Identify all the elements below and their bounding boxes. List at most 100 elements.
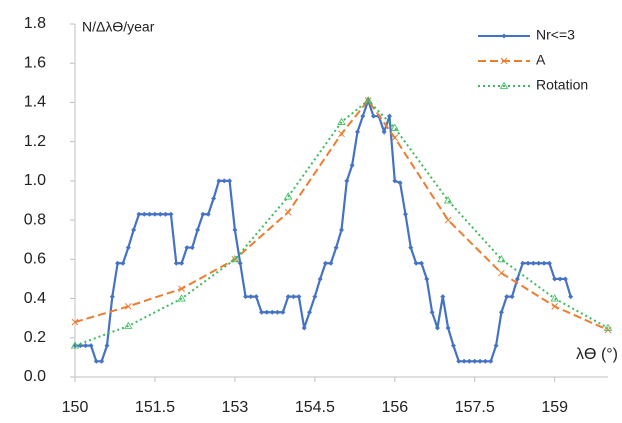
marker — [541, 260, 547, 266]
marker — [424, 276, 430, 282]
marker — [323, 260, 329, 266]
marker — [259, 309, 265, 315]
y-tick-label: 0.4 — [24, 290, 46, 307]
marker — [429, 309, 435, 315]
marker — [444, 216, 452, 224]
marker — [141, 211, 147, 217]
marker — [408, 245, 414, 251]
marker — [445, 325, 451, 331]
x-tick-label: 159 — [541, 399, 568, 416]
marker — [530, 260, 536, 266]
marker — [284, 192, 293, 200]
marker — [152, 211, 158, 217]
marker — [550, 294, 559, 302]
x-tick-label: 157.5 — [455, 399, 495, 416]
marker — [120, 260, 126, 266]
y-tick-label: 1.6 — [24, 54, 46, 71]
x-tick-label: 150 — [62, 399, 89, 416]
marker — [291, 294, 297, 300]
marker — [227, 178, 233, 184]
marker — [557, 276, 563, 282]
marker — [391, 134, 399, 142]
marker — [307, 309, 313, 315]
marker — [344, 178, 350, 184]
x-tick-label: 153 — [222, 399, 249, 416]
y-tick-label: 0.0 — [24, 368, 46, 385]
marker — [504, 294, 510, 300]
marker — [248, 294, 254, 300]
marker — [200, 211, 206, 217]
y-tick-label: 1.8 — [24, 15, 46, 32]
marker — [333, 245, 339, 251]
legend-marker — [500, 57, 508, 65]
marker — [253, 294, 259, 300]
marker — [70, 341, 80, 349]
marker — [390, 123, 399, 131]
marker — [498, 309, 504, 315]
legend-marker — [499, 81, 509, 89]
legend-label: Nr<=3 — [536, 27, 575, 43]
marker — [363, 96, 373, 104]
marker — [370, 113, 376, 119]
marker — [349, 162, 355, 168]
marker — [179, 260, 185, 266]
legend-label: A — [536, 52, 546, 68]
marker — [551, 303, 559, 310]
marker — [269, 309, 275, 315]
y-tick-label: 0.2 — [24, 329, 46, 346]
marker — [525, 260, 531, 266]
marker — [232, 227, 238, 233]
marker — [93, 358, 99, 364]
marker — [440, 294, 446, 300]
marker — [520, 260, 526, 266]
marker — [168, 211, 174, 217]
marker — [312, 294, 318, 300]
marker — [413, 260, 419, 266]
marker — [456, 358, 462, 364]
marker — [284, 208, 292, 216]
marker — [178, 285, 185, 293]
marker — [328, 260, 334, 266]
marker — [434, 325, 440, 331]
marker — [104, 343, 110, 349]
y-tick-label: 0.6 — [24, 251, 46, 268]
marker — [461, 358, 467, 364]
marker — [221, 178, 227, 184]
y-axis-label: N/Δλϴ/year — [82, 19, 155, 35]
marker — [109, 294, 115, 300]
marker — [237, 260, 243, 266]
marker — [498, 269, 505, 277]
marker — [546, 260, 552, 266]
marker — [136, 211, 142, 217]
marker — [562, 276, 568, 282]
marker — [115, 260, 121, 266]
marker — [482, 358, 488, 364]
y-tick-label: 1.2 — [24, 133, 46, 150]
marker — [392, 178, 398, 184]
marker — [552, 276, 558, 282]
marker — [339, 227, 344, 233]
marker — [77, 343, 83, 349]
marker — [509, 294, 515, 300]
marker — [177, 294, 186, 302]
marker — [195, 227, 201, 233]
marker — [230, 255, 240, 263]
marker — [317, 276, 323, 282]
marker — [124, 321, 133, 329]
marker — [443, 196, 453, 204]
marker — [285, 294, 291, 300]
marker — [71, 318, 79, 326]
y-tick-label: 0.8 — [24, 211, 46, 228]
marker — [173, 260, 179, 266]
marker — [338, 130, 345, 138]
marker — [205, 211, 211, 217]
marker — [402, 211, 408, 217]
x-tick-label: 154.5 — [295, 399, 335, 416]
marker — [275, 309, 281, 315]
marker — [514, 276, 520, 282]
marker — [450, 343, 456, 349]
marker — [125, 245, 131, 251]
marker — [493, 343, 499, 349]
legend-label: Rotation — [536, 77, 588, 93]
